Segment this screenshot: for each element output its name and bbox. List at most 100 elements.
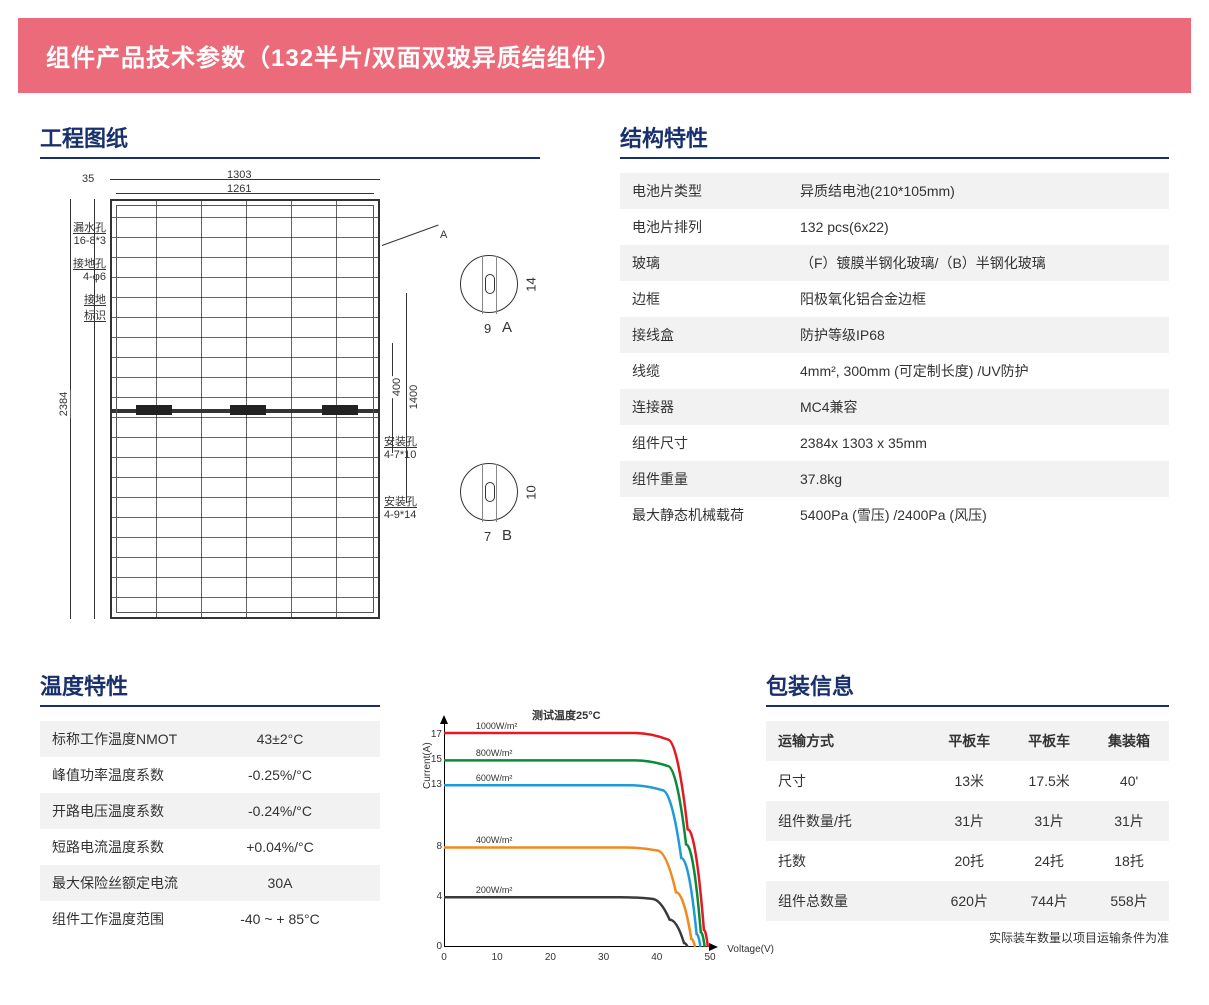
temp-value: -40 ~ + 85°C — [200, 911, 380, 927]
iv-chart-title: 测试温度25°C — [532, 707, 601, 723]
temp-row: 组件工作温度范围-40 ~ + 85°C — [40, 901, 380, 937]
temp-value: +0.04%/°C — [200, 839, 380, 855]
spec-row: 接线盒防护等级IP68 — [620, 317, 1169, 353]
spec-row: 组件重量37.8kg — [620, 461, 1169, 497]
iv-series-label: 200W/m² — [476, 885, 513, 895]
detail-circle-b — [460, 463, 518, 521]
spec-row: 线缆4mm², 300mm (可定制长度) /UV防护 — [620, 353, 1169, 389]
iv-series-label: 400W/m² — [476, 835, 513, 845]
pack-row-key: 托数 — [766, 841, 929, 881]
spec-key: 连接器 — [620, 397, 800, 417]
pack-cell: 744片 — [1009, 881, 1089, 921]
temp-value: 43±2°C — [200, 731, 380, 747]
iv-series-label: 800W/m² — [476, 748, 513, 758]
temp-row: 开路电压温度系数-0.24%/°C — [40, 793, 380, 829]
detail-b-h: 10 — [524, 485, 539, 499]
iv-series-label: 600W/m² — [476, 773, 513, 783]
spec-value: 阳极氧化铝合金边框 — [800, 289, 1169, 309]
spec-key: 最大静态机械载荷 — [620, 505, 800, 525]
iv-ytick: 0 — [428, 941, 442, 952]
iv-curve-chart: 测试温度25°C Current(A) Voltage(V) 048131517… — [408, 715, 718, 975]
panel-outline — [110, 199, 380, 619]
spec-row: 最大静态机械载荷5400Pa (雪压) /2400Pa (风压) — [620, 497, 1169, 533]
spec-value: 37.8kg — [800, 471, 1169, 487]
section-title-specs: 结构特性 — [620, 121, 1169, 159]
temp-key: 开路电压温度系数 — [40, 801, 200, 821]
spec-key: 玻璃 — [620, 253, 800, 273]
section-title-drawing: 工程图纸 — [40, 121, 540, 159]
temp-value: 30A — [200, 875, 380, 891]
spec-value: 防护等级IP68 — [800, 325, 1169, 345]
iv-series — [444, 760, 705, 947]
spec-key: 线缆 — [620, 361, 800, 381]
detail-circle-a — [460, 255, 518, 313]
temp-key: 短路电流温度系数 — [40, 837, 200, 857]
pack-header-col: 集装箱 — [1089, 721, 1169, 761]
pack-row-key: 组件数量/托 — [766, 801, 929, 841]
iv-xtick: 30 — [594, 952, 614, 963]
spec-key: 接线盒 — [620, 325, 800, 345]
label-ground-hole: 接地孔4-φ6 — [40, 255, 106, 283]
iv-ytick: 17 — [428, 729, 442, 740]
spec-value: 5400Pa (雪压) /2400Pa (风压) — [800, 505, 1169, 525]
spec-value: 异质结电池(210*105mm) — [800, 181, 1169, 201]
pack-cell: 17.5米 — [1009, 761, 1089, 801]
content-area: 工程图纸 35 1303 1261 2384 — [0, 111, 1209, 1005]
pack-cell: 18托 — [1089, 841, 1169, 881]
temp-row: 短路电流温度系数+0.04%/°C — [40, 829, 380, 865]
iv-ytick: 4 — [428, 891, 442, 902]
section-title-pack: 包装信息 — [766, 669, 1169, 707]
spec-key: 电池片排列 — [620, 217, 800, 237]
iv-ytick: 13 — [428, 779, 442, 790]
pack-row-key: 尺寸 — [766, 761, 929, 801]
spec-value: 132 pcs(6x22) — [800, 219, 1169, 235]
detail-a-h: 14 — [524, 277, 539, 291]
spec-key: 边框 — [620, 289, 800, 309]
temp-row: 标称工作温度NMOT43±2°C — [40, 721, 380, 757]
iv-xtick: 0 — [434, 952, 454, 963]
spec-key: 电池片类型 — [620, 181, 800, 201]
spec-key: 组件尺寸 — [620, 433, 800, 453]
iv-series — [444, 897, 688, 947]
detail-b-w: 7 — [484, 529, 491, 544]
packaging-table: 运输方式平板车平板车集装箱尺寸13米17.5米40'组件数量/托31片31片31… — [766, 721, 1169, 921]
iv-ytick: 15 — [428, 754, 442, 765]
engineering-drawing: 35 1303 1261 2384 漏水孔16-8*3 — [40, 173, 540, 633]
temp-key: 标称工作温度NMOT — [40, 729, 200, 749]
spec-value: 2384x 1303 x 35mm — [800, 435, 1169, 451]
label-drain-hole: 漏水孔16-8*3 — [40, 219, 106, 247]
page-banner: 组件产品技术参数（132半片/双面双玻异质结组件） — [18, 18, 1191, 93]
pack-header-col: 平板车 — [1009, 721, 1089, 761]
pack-header-col: 平板车 — [929, 721, 1009, 761]
temp-key: 组件工作温度范围 — [40, 909, 200, 929]
temp-row: 峰值功率温度系数-0.25%/°C — [40, 757, 380, 793]
label-mount-hole-1: 安装孔4-7*10 — [384, 433, 454, 461]
pack-cell: 13米 — [929, 761, 1009, 801]
iv-xtick: 50 — [700, 952, 720, 963]
iv-xtick: 10 — [487, 952, 507, 963]
pack-cell: 40' — [1089, 761, 1169, 801]
label-ground-mark: 接地标识 — [40, 291, 106, 323]
dim-gap-mid: 400 — [391, 376, 403, 398]
temp-table: 标称工作温度NMOT43±2°C峰值功率温度系数-0.25%/°C开路电压温度系… — [40, 721, 380, 937]
pack-cell: 620片 — [929, 881, 1009, 921]
pack-cell: 24托 — [1009, 841, 1089, 881]
dim-span-mid: 1400 — [408, 383, 420, 411]
spec-value: 4mm², 300mm (可定制长度) /UV防护 — [800, 361, 1169, 381]
specs-table: 电池片类型异质结电池(210*105mm)电池片排列132 pcs(6x22)玻… — [620, 173, 1169, 533]
section-title-temp: 温度特性 — [40, 669, 380, 707]
temp-key: 最大保险丝额定电流 — [40, 873, 200, 893]
spec-row: 电池片排列132 pcs(6x22) — [620, 209, 1169, 245]
spec-value: MC4兼容 — [800, 397, 1169, 417]
iv-series — [444, 785, 700, 947]
temp-key: 峰值功率温度系数 — [40, 765, 200, 785]
spec-key: 组件重量 — [620, 469, 800, 489]
label-mount-hole-2: 安装孔4-9*14 — [384, 493, 454, 521]
spec-row: 电池片类型异质结电池(210*105mm) — [620, 173, 1169, 209]
pack-cell: 31片 — [1089, 801, 1169, 841]
spec-row: 边框阳极氧化铝合金边框 — [620, 281, 1169, 317]
temp-row: 最大保险丝额定电流30A — [40, 865, 380, 901]
spec-row: 连接器MC4兼容 — [620, 389, 1169, 425]
banner-title: 组件产品技术参数（132半片/双面双玻异质结组件） — [46, 45, 622, 72]
pack-row-key: 组件总数量 — [766, 881, 929, 921]
